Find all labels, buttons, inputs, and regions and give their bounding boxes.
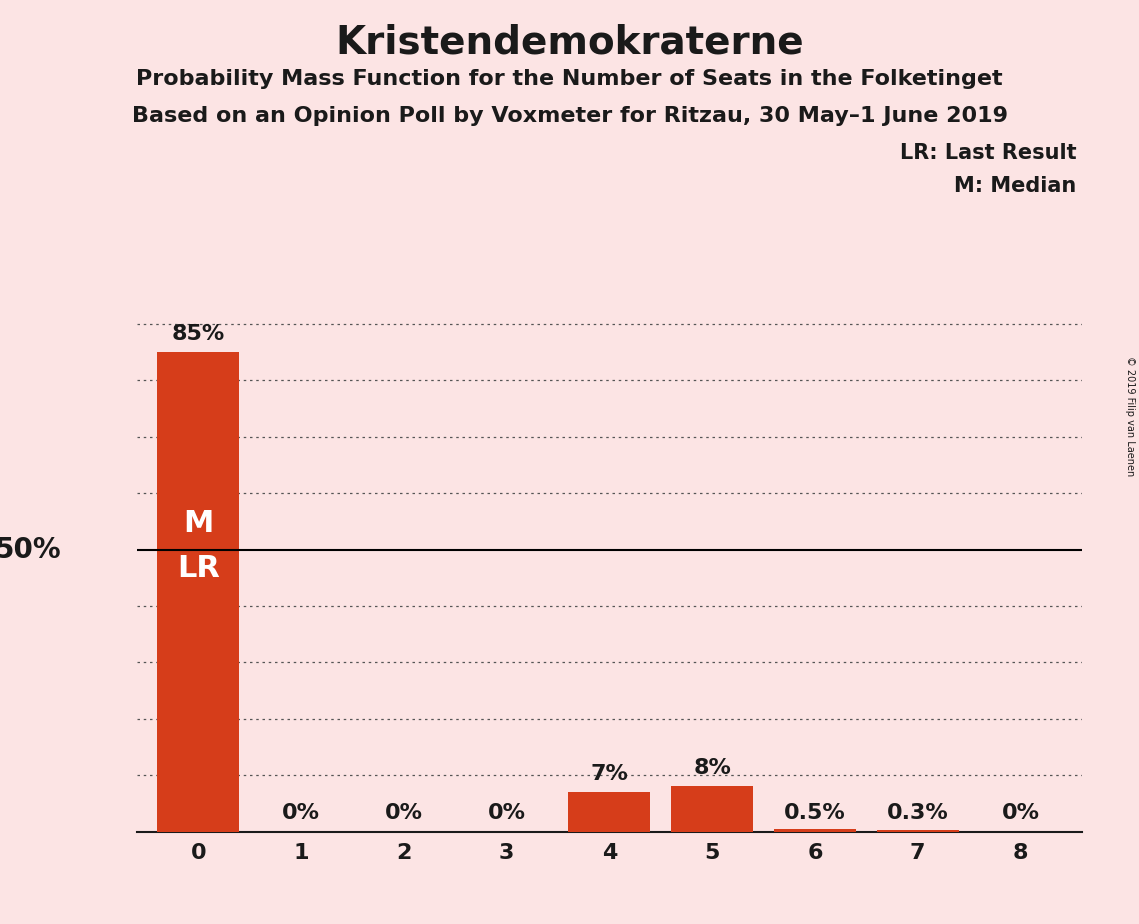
Text: 0%: 0% (282, 803, 320, 823)
Text: 0%: 0% (1001, 803, 1040, 823)
Text: M: Median: M: Median (954, 176, 1076, 196)
Bar (157, 352, 239, 832)
Text: 7%: 7% (590, 763, 629, 784)
Text: 85%: 85% (172, 323, 226, 344)
Text: 0.3%: 0.3% (887, 803, 949, 823)
Text: LR: LR (177, 554, 220, 583)
Bar (877, 830, 959, 832)
Text: LR: Last Result: LR: Last Result (900, 143, 1076, 164)
Text: Based on an Opinion Poll by Voxmeter for Ritzau, 30 May–1 June 2019: Based on an Opinion Poll by Voxmeter for… (131, 106, 1008, 127)
Bar (568, 792, 650, 832)
Text: 0%: 0% (385, 803, 423, 823)
Text: © 2019 Filip van Laenen: © 2019 Filip van Laenen (1125, 356, 1134, 476)
Text: 0%: 0% (487, 803, 525, 823)
Text: Kristendemokraterne: Kristendemokraterne (335, 23, 804, 61)
Text: 50%: 50% (0, 536, 62, 564)
Bar (773, 829, 857, 832)
Text: M: M (183, 509, 213, 539)
Text: 8%: 8% (694, 758, 731, 778)
Bar (671, 786, 753, 832)
Text: 0.5%: 0.5% (784, 803, 846, 823)
Text: Probability Mass Function for the Number of Seats in the Folketinget: Probability Mass Function for the Number… (137, 69, 1002, 90)
